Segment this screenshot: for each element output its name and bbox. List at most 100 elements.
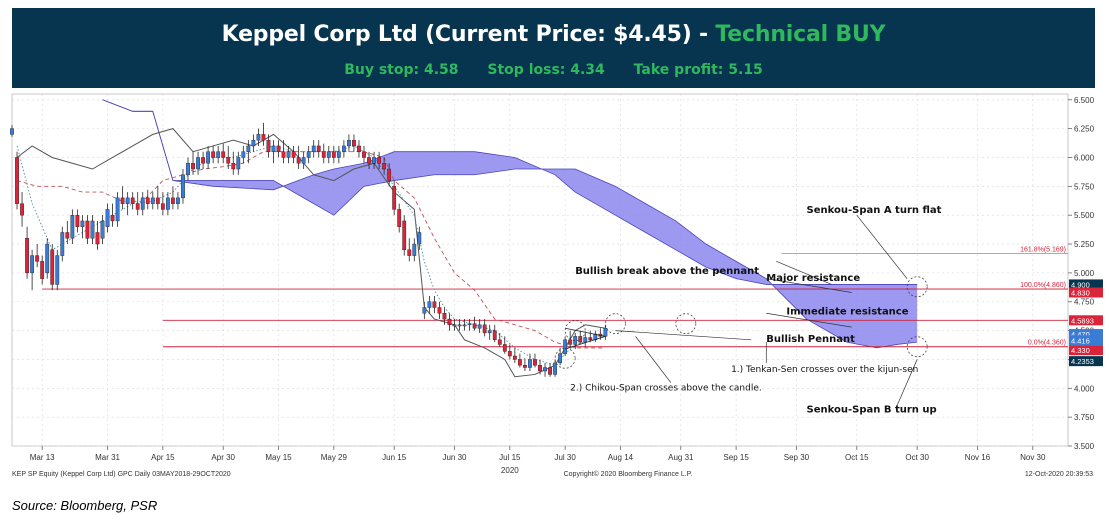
senkou-span-b-line [102,99,918,349]
candle-body [20,203,24,216]
candle-body [437,307,442,314]
annotation-marks [554,214,928,406]
candle-body [588,337,593,341]
annotation-arrow [635,336,672,383]
candle-body [326,151,331,158]
candle-body [352,139,356,147]
highlight-circle [554,347,576,369]
candle-body [256,134,261,141]
annotation-text: Immediate resistance [786,306,908,317]
x-tick-label: May 29 [321,453,348,462]
candle-body [266,139,271,152]
price-tag-label: 4.416 [1071,336,1090,345]
stop-loss-label: Stop loss: 4.34 [487,62,605,78]
candle-body [543,367,547,372]
candles [10,122,608,377]
price-tag [1069,279,1103,290]
chikou-span-line [16,128,606,378]
candle-body [512,355,517,360]
chart-background [0,90,1109,492]
annotation-text: Senkou-Span A turn flat [807,205,942,216]
x-tick-label: Oct 15 [845,453,869,462]
x-axis: Mar 13 Mar 31 Apr 15 Apr 30 May 15 May 29 Jun … [30,446,1046,475]
candle-body [502,344,507,352]
candle-body [422,307,427,314]
trade-levels: Buy stop: 4.58 Stop loss: 4.34 Take prof… [12,62,1095,78]
title-main: Keppel Corp Ltd (Current Price: $4.45) - [221,22,716,47]
chart-title: Keppel Corp Ltd (Current Price: $4.45) -… [12,22,1095,47]
candle-body [10,128,14,135]
candle-body [160,203,165,210]
ichimoku-cloud [102,99,918,349]
candle-body [140,197,145,210]
candle-body [533,359,537,366]
candle-body [286,151,291,158]
candle-body [150,197,155,204]
x-tick-label: Jul 30 [554,453,576,462]
candle-body [165,197,170,210]
price-tag [1069,335,1103,346]
candle-body [25,238,29,274]
y-tick-label: 5.250 [1074,240,1095,249]
candle-body [477,324,482,329]
title-signal: Technical BUY [715,22,886,47]
candle-body [70,214,75,239]
candle-body [538,365,542,372]
y-tick-label: 5.000 [1074,269,1095,278]
candle-body [211,151,216,158]
candle-body [472,323,477,329]
candle-body [603,328,608,337]
y-tick-label: 3.750 [1074,413,1095,422]
y-tick-label: 4.750 [1074,298,1095,307]
annotation-arrow [896,359,918,406]
candle-body [110,214,115,222]
candle-body [40,261,45,279]
y-tick-label: 5.750 [1074,182,1095,191]
candle-body [50,249,55,285]
candle-body [311,145,316,152]
candle-body [261,134,266,141]
fib-label: 161.8%(5.169) [1020,246,1066,253]
candle-body [452,324,457,327]
x-tick-label: Mar 31 [95,453,120,462]
highlight-circle [906,336,928,358]
senkou-span-a-line [102,99,918,285]
annotations: Senkou-Span A turn flat Bullish break abo… [570,205,941,416]
candle-body [236,157,241,170]
annotation-arrow [766,278,852,293]
candle-body [402,220,407,251]
x-tick-label: May 15 [265,453,292,462]
annotation-arrow [776,261,832,285]
candle-body [362,151,366,158]
candle-body [130,197,135,204]
plot-frame [11,93,1069,447]
candle-body [306,151,311,158]
y-tick-label: 4.000 [1074,384,1095,393]
candle-body [246,145,251,152]
candle-body [553,362,557,375]
y-tick-label: 5.500 [1074,211,1095,220]
candle-body [331,151,336,158]
candle-body [397,209,402,227]
candle-body [276,145,281,152]
candle-body [407,249,412,256]
candle-body [372,157,376,164]
ichimoku-chart: 161.8%(5.169) 100.0%(4.860) 0.0%(4.360) 3.… [0,90,1109,492]
source-note: Source: Bloomberg, PSR [12,498,158,513]
candle-body [30,255,35,274]
annotation-text: Senkou-Span B turn up [807,405,937,416]
candle-body [181,174,185,199]
y-tick-label: 6.000 [1074,153,1095,162]
x-tick-label: Nov 16 [965,453,991,462]
x-tick-label: Apr 30 [211,453,235,462]
candle-body [15,157,19,204]
candle-body [392,186,397,210]
y-axis: 3.5003.7504.0004.2504.5004.7505.0005.250… [1068,96,1103,451]
x-tick-label: Jun 15 [382,453,407,462]
price-tag-label: 4.900 [1071,280,1090,289]
candle-body [528,359,532,368]
candle-body [271,145,276,152]
candle-body [387,168,392,181]
candle-body [583,337,588,343]
price-tag-label: 4.5893 [1071,316,1094,325]
